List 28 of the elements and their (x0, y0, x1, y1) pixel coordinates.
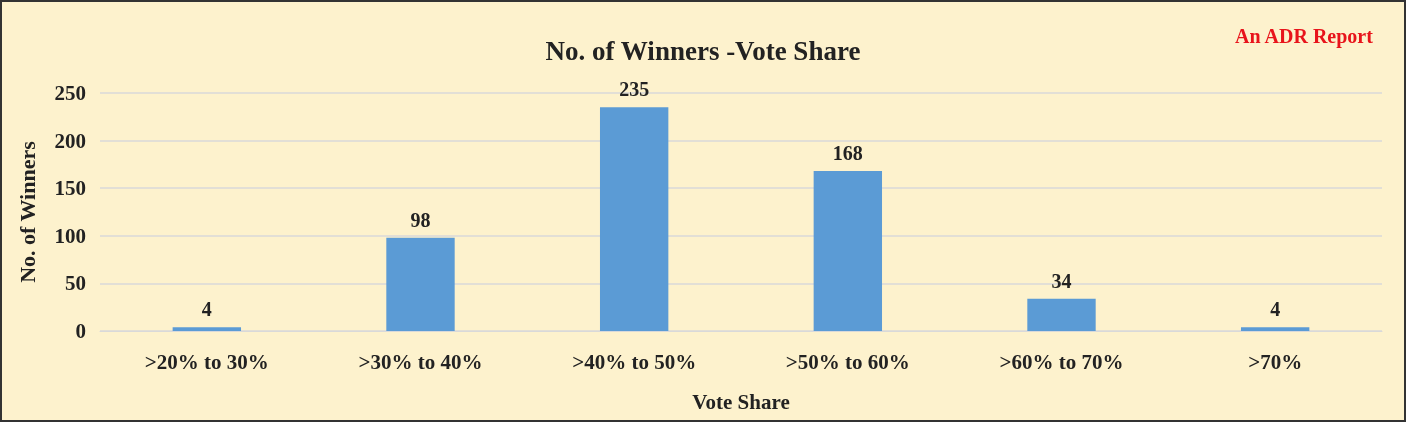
chart-title: No. of Winners -Vote Share (545, 35, 861, 66)
x-tick-label: >20% to 30% (144, 349, 269, 374)
y-tick-label: 100 (54, 223, 86, 248)
y-tick-label: 150 (54, 176, 86, 201)
x-tick-label: >50% to 60% (785, 349, 910, 374)
bar (386, 237, 455, 331)
x-tick-label: >70% (1248, 349, 1303, 374)
y-tick-label: 50 (65, 271, 86, 296)
x-tick-label: >40% to 50% (572, 349, 697, 374)
text: An ADR Report (1235, 25, 1374, 48)
bar (1240, 327, 1310, 331)
data-label: 235 (619, 78, 650, 101)
data-label: 4 (201, 298, 212, 321)
data-label: 168 (832, 142, 863, 165)
data-label: 98 (410, 208, 431, 231)
bar (813, 171, 883, 331)
y-axis-title: No. of Winners (14, 140, 40, 283)
y-tick-label: 200 (54, 128, 86, 153)
x-tick-label: >60% to 70% (999, 349, 1124, 374)
data-label: 34 (1051, 269, 1072, 292)
x-tick-label: >30% to 40% (358, 349, 483, 374)
bar (1027, 298, 1096, 331)
y-tick-label: 0 (75, 319, 86, 343)
x-axis-title: Vote Share (692, 389, 790, 414)
y-tick-label: 250 (54, 81, 86, 105)
data-label: 4 (1270, 298, 1281, 321)
bar (172, 327, 242, 331)
bar (599, 107, 669, 331)
